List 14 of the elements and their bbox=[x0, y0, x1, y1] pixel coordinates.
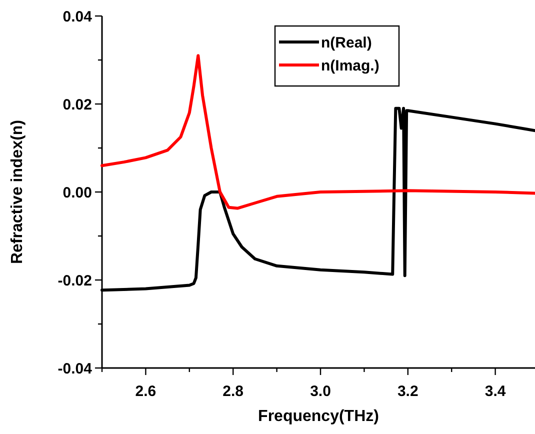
y-tick-label: 0.00 bbox=[62, 184, 92, 202]
x-tick-label: 2.6 bbox=[135, 383, 156, 400]
y-tick-label: -0.04 bbox=[58, 360, 93, 378]
x-axis-title: Frequency(THz) bbox=[258, 408, 379, 425]
x-tick-label: 2.8 bbox=[222, 383, 244, 400]
x-tick-label: 3.2 bbox=[397, 383, 418, 400]
legend-label: n(Real) bbox=[321, 34, 372, 52]
x-tick-label: 3.4 bbox=[484, 383, 506, 400]
y-tick-label: -0.02 bbox=[58, 272, 92, 290]
y-tick-label: 0.02 bbox=[62, 96, 92, 114]
y-tick-label: 0.04 bbox=[62, 8, 93, 26]
y-axis-title: Refractive index(n) bbox=[9, 120, 26, 264]
legend-label: n(Imag.) bbox=[321, 57, 380, 74]
x-tick-label: 3.0 bbox=[310, 383, 331, 400]
